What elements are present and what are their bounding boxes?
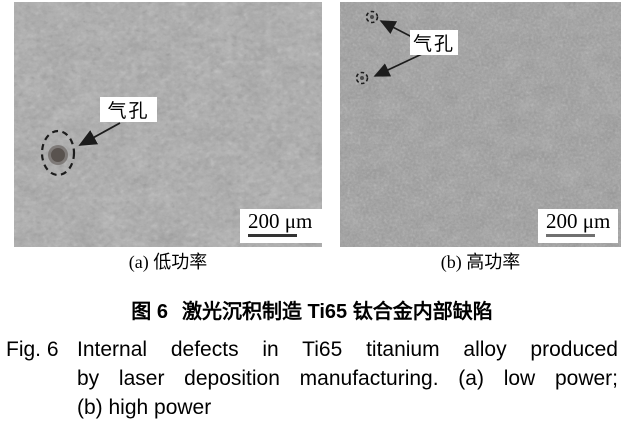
- scale-bar-b: 200 μm: [538, 209, 618, 243]
- scale-bar-a-text: 200 μm: [248, 209, 313, 233]
- scale-bar-a: 200 μm: [240, 209, 322, 243]
- subcaption-a: (a) 低功率: [128, 252, 208, 272]
- subcaption-b: (b) 高功率: [440, 252, 521, 272]
- pore-label-b-text: 气孔: [412, 34, 455, 55]
- caption-english-line1: Internal defects in Ti65 titanium alloy …: [77, 338, 618, 361]
- scale-bar-b-text: 200 μm: [546, 209, 611, 233]
- caption-english: Fig. 6 Internal defects in Ti65 titanium…: [6, 335, 618, 422]
- pore-label-b: 气孔: [410, 30, 458, 55]
- micrograph-b-texture: [340, 2, 621, 247]
- micrograph-b-grain: [340, 2, 621, 247]
- micrograph-b: 气孔 200 μm: [340, 2, 621, 247]
- micrograph-a-texture: [14, 2, 322, 247]
- caption-english-line3: (b) high power: [77, 396, 212, 419]
- micrograph-a-grain: [14, 2, 322, 247]
- pore-label-a-text: 气孔: [107, 101, 150, 122]
- micrograph-a: 气孔 200 μm: [14, 2, 322, 247]
- pore-label-a: 气孔: [100, 97, 157, 122]
- caption-chinese-text: 激光沉积制造 Ti65 钛合金内部缺陷: [181, 301, 493, 323]
- scale-bar-b-line: [546, 234, 595, 237]
- scale-bar-a-line: [248, 234, 297, 237]
- caption-english-body: Internal defects in Ti65 titanium alloy …: [77, 335, 618, 422]
- caption-english-line2: by laser deposition manufacturing. (a) l…: [77, 367, 618, 390]
- caption-english-label: Fig. 6: [6, 338, 59, 361]
- caption-chinese-label: 图 6: [131, 301, 168, 323]
- caption-chinese: 图 6 激光沉积制造 Ti65 钛合金内部缺陷: [0, 299, 624, 325]
